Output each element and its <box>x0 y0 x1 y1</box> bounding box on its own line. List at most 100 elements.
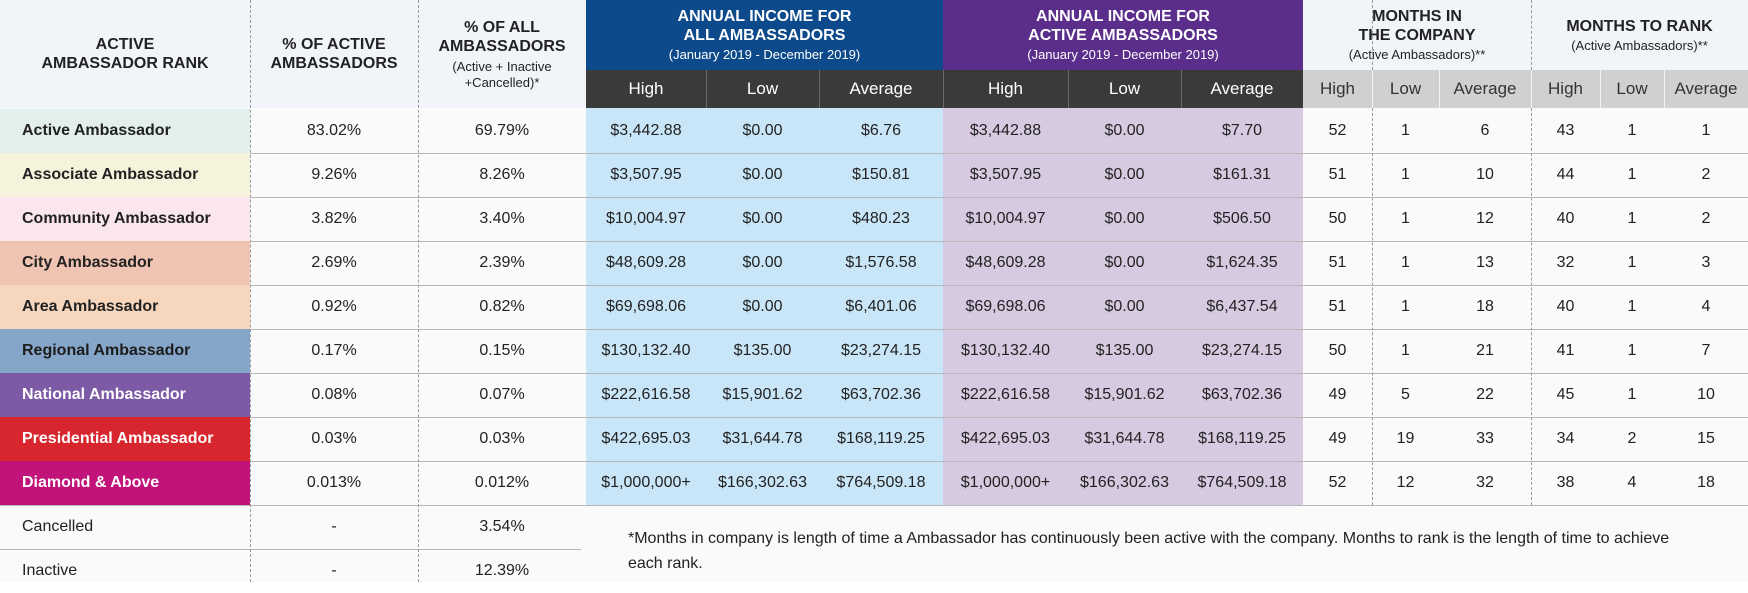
cell-inc-active: $506.50 <box>1181 197 1303 241</box>
subheader-divider <box>1372 70 1373 108</box>
header-months-company-note: (Active Ambassadors)** <box>1348 47 1486 63</box>
rank-label-cell: Associate Ambassador <box>0 153 250 197</box>
cell-value: $130,132.40 <box>961 342 1050 359</box>
cell-value: 83.02% <box>306 122 362 139</box>
rank-label: Inactive <box>22 562 78 579</box>
rank-label-cell: City Ambassador <box>0 241 250 285</box>
cell-value: 21 <box>1476 342 1494 359</box>
cell-value: 0.012% <box>474 474 530 491</box>
cell-value: $23,274.15 <box>1201 342 1283 359</box>
cell-inc-all: $222,616.58 <box>586 373 706 417</box>
cell-value: 1 <box>1627 122 1637 139</box>
cell-pct-all: 8.26% <box>418 153 586 197</box>
cell-value: $150.81 <box>852 166 910 183</box>
cell-inc-active: $10,004.97 <box>943 197 1068 241</box>
cell-value: 33 <box>1476 430 1494 447</box>
rank-label: Diamond & Above <box>22 474 160 491</box>
cell-value: $0.00 <box>1104 122 1145 139</box>
cell-months-company: 5 <box>1372 373 1439 417</box>
cell-value: 40 <box>1556 298 1575 315</box>
cell-months-rank: 2 <box>1664 197 1748 241</box>
rank-label: Presidential Ambassador <box>22 430 214 447</box>
cell-pct-active: 0.08% <box>250 373 418 417</box>
rank-label: Associate Ambassador <box>22 166 199 183</box>
cell-value: 6 <box>1480 122 1490 139</box>
row-divider <box>0 197 1748 198</box>
subheader-average: Average <box>1664 70 1748 108</box>
cell-value: $0.00 <box>1104 166 1145 183</box>
cell-inc-all: $0.00 <box>706 241 819 285</box>
cell-value: - <box>331 518 337 535</box>
cell-value: $3,442.88 <box>610 122 682 139</box>
cell-inc-all: $69,698.06 <box>586 285 706 329</box>
cell-months-rank: 45 <box>1531 373 1600 417</box>
cell-value: $3,507.95 <box>969 166 1042 183</box>
cell-inc-active: $15,901.62 <box>1068 373 1181 417</box>
row-divider <box>0 285 1748 286</box>
rank-label-cell: Inactive <box>0 549 250 593</box>
cell-inc-active: $0.00 <box>1068 153 1181 197</box>
subheader-average: Average <box>819 70 943 108</box>
cell-value: 1 <box>1401 298 1410 315</box>
header-pct-all: % OF ALL AMBASSADORS (Active + Inactive +Ca… <box>418 0 586 108</box>
cell-inc-all: $166,302.63 <box>706 461 819 505</box>
cell-months-company: 32 <box>1439 461 1531 505</box>
cell-value: $63,702.36 <box>1201 386 1283 403</box>
months-header-background <box>1303 0 1748 70</box>
header-income-active-title-line: ACTIVE AMBASSADORS <box>1028 27 1218 45</box>
cell-value: $31,644.78 <box>722 430 803 447</box>
cell-value: 19 <box>1396 430 1415 447</box>
subheader-divider <box>943 70 944 108</box>
cell-inc-active: $1,624.35 <box>1181 241 1303 285</box>
cell-months-company: 51 <box>1303 241 1372 285</box>
cell-value: $166,302.63 <box>1080 474 1169 491</box>
cell-months-rank: 2 <box>1664 153 1748 197</box>
cell-inc-active: $422,695.03 <box>943 417 1068 461</box>
rank-label: Community Ambassador <box>22 210 211 227</box>
cell-months-rank: 40 <box>1531 197 1600 241</box>
rank-label: Area Ambassador <box>22 298 159 315</box>
cell-inc-all: $480.23 <box>819 197 943 241</box>
cell-value: 18 <box>1476 298 1494 315</box>
cell-pct-all: 3.54% <box>418 505 586 549</box>
cell-value: 13 <box>1476 254 1494 271</box>
header-income-all-title-line: ANNUAL INCOME FOR <box>677 8 852 26</box>
cell-value: 12 <box>1396 474 1415 491</box>
cell-months-rank: 41 <box>1531 329 1600 373</box>
cell-months-rank: 1 <box>1600 197 1664 241</box>
cell-months-company: 19 <box>1372 417 1439 461</box>
cell-value: 1 <box>1401 342 1410 359</box>
column-divider <box>250 0 251 582</box>
header-pct-active: % OF ACTIVE AMBASSADORS <box>250 0 418 108</box>
cell-value: 9.26% <box>311 166 357 183</box>
cell-value: 2.69% <box>311 254 357 271</box>
cell-inc-active: $135.00 <box>1068 329 1181 373</box>
cell-value: 7 <box>1701 342 1711 359</box>
cell-value: 1 <box>1627 210 1637 227</box>
cell-months-company: 21 <box>1439 329 1531 373</box>
cell-inc-all: $63,702.36 <box>819 373 943 417</box>
subheader-average: Average <box>1181 70 1303 108</box>
cell-value: 4 <box>1701 298 1711 315</box>
cell-value: $764,509.18 <box>1197 474 1287 491</box>
cell-value: 2 <box>1701 166 1711 183</box>
header-pct-all-title-line: AMBASSADORS <box>438 37 566 55</box>
cell-value: 3 <box>1701 254 1711 271</box>
row-divider <box>0 373 1748 374</box>
header-months-company: MONTHS IN THE COMPANY (Active Ambassadors)… <box>1303 0 1531 70</box>
cell-value: 10 <box>1476 166 1494 183</box>
cell-pct-active: - <box>250 505 418 549</box>
cell-inc-all: $1,000,000+ <box>586 461 706 505</box>
cell-inc-active: $0.00 <box>1068 197 1181 241</box>
cell-months-company: 49 <box>1303 373 1372 417</box>
cell-value: $10,004.97 <box>965 210 1046 227</box>
rank-label-cell: Presidential Ambassador <box>0 417 250 461</box>
row-divider <box>0 241 1748 242</box>
cell-months-company: 6 <box>1439 109 1531 153</box>
cell-months-rank: 34 <box>1531 417 1600 461</box>
cell-value: 32 <box>1476 474 1494 491</box>
cell-inc-all: $422,695.03 <box>586 417 706 461</box>
cell-inc-all: $31,644.78 <box>706 417 819 461</box>
cell-value: $48,609.28 <box>605 254 687 271</box>
income-all-band <box>586 108 943 505</box>
